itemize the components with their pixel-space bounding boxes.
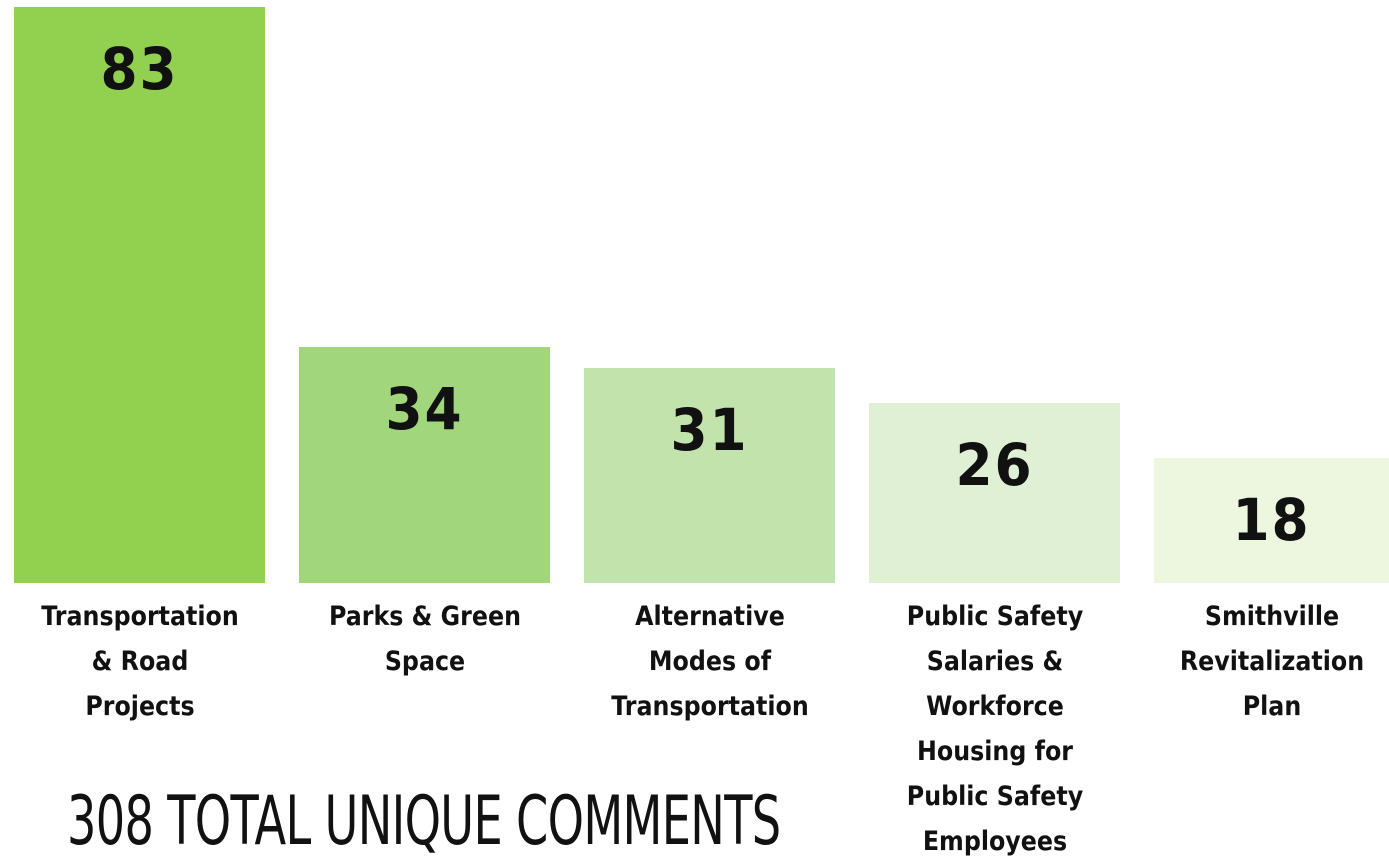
value-label: 34 xyxy=(385,375,464,444)
category-label: Smithville Revitalization Plan xyxy=(1179,601,1364,722)
value-label: 31 xyxy=(670,395,749,464)
bar xyxy=(584,367,835,583)
bar xyxy=(14,7,265,583)
category-label: Alternative Modes of Transportation xyxy=(610,601,809,722)
value-label: 83 xyxy=(100,35,179,103)
bar xyxy=(299,347,550,583)
category-label: Parks & Green Space xyxy=(328,601,521,677)
value-label: 26 xyxy=(955,430,1034,499)
bar xyxy=(869,402,1120,583)
bar xyxy=(1154,458,1389,583)
category-label: Public Safety Salaries & Workforce Housi… xyxy=(906,601,1083,857)
value-label: 18 xyxy=(1232,486,1311,555)
category-label: Transportation & Road Projects xyxy=(40,601,239,722)
total-comments: 308 TOTAL UNIQUE COMMENTS xyxy=(67,782,781,861)
